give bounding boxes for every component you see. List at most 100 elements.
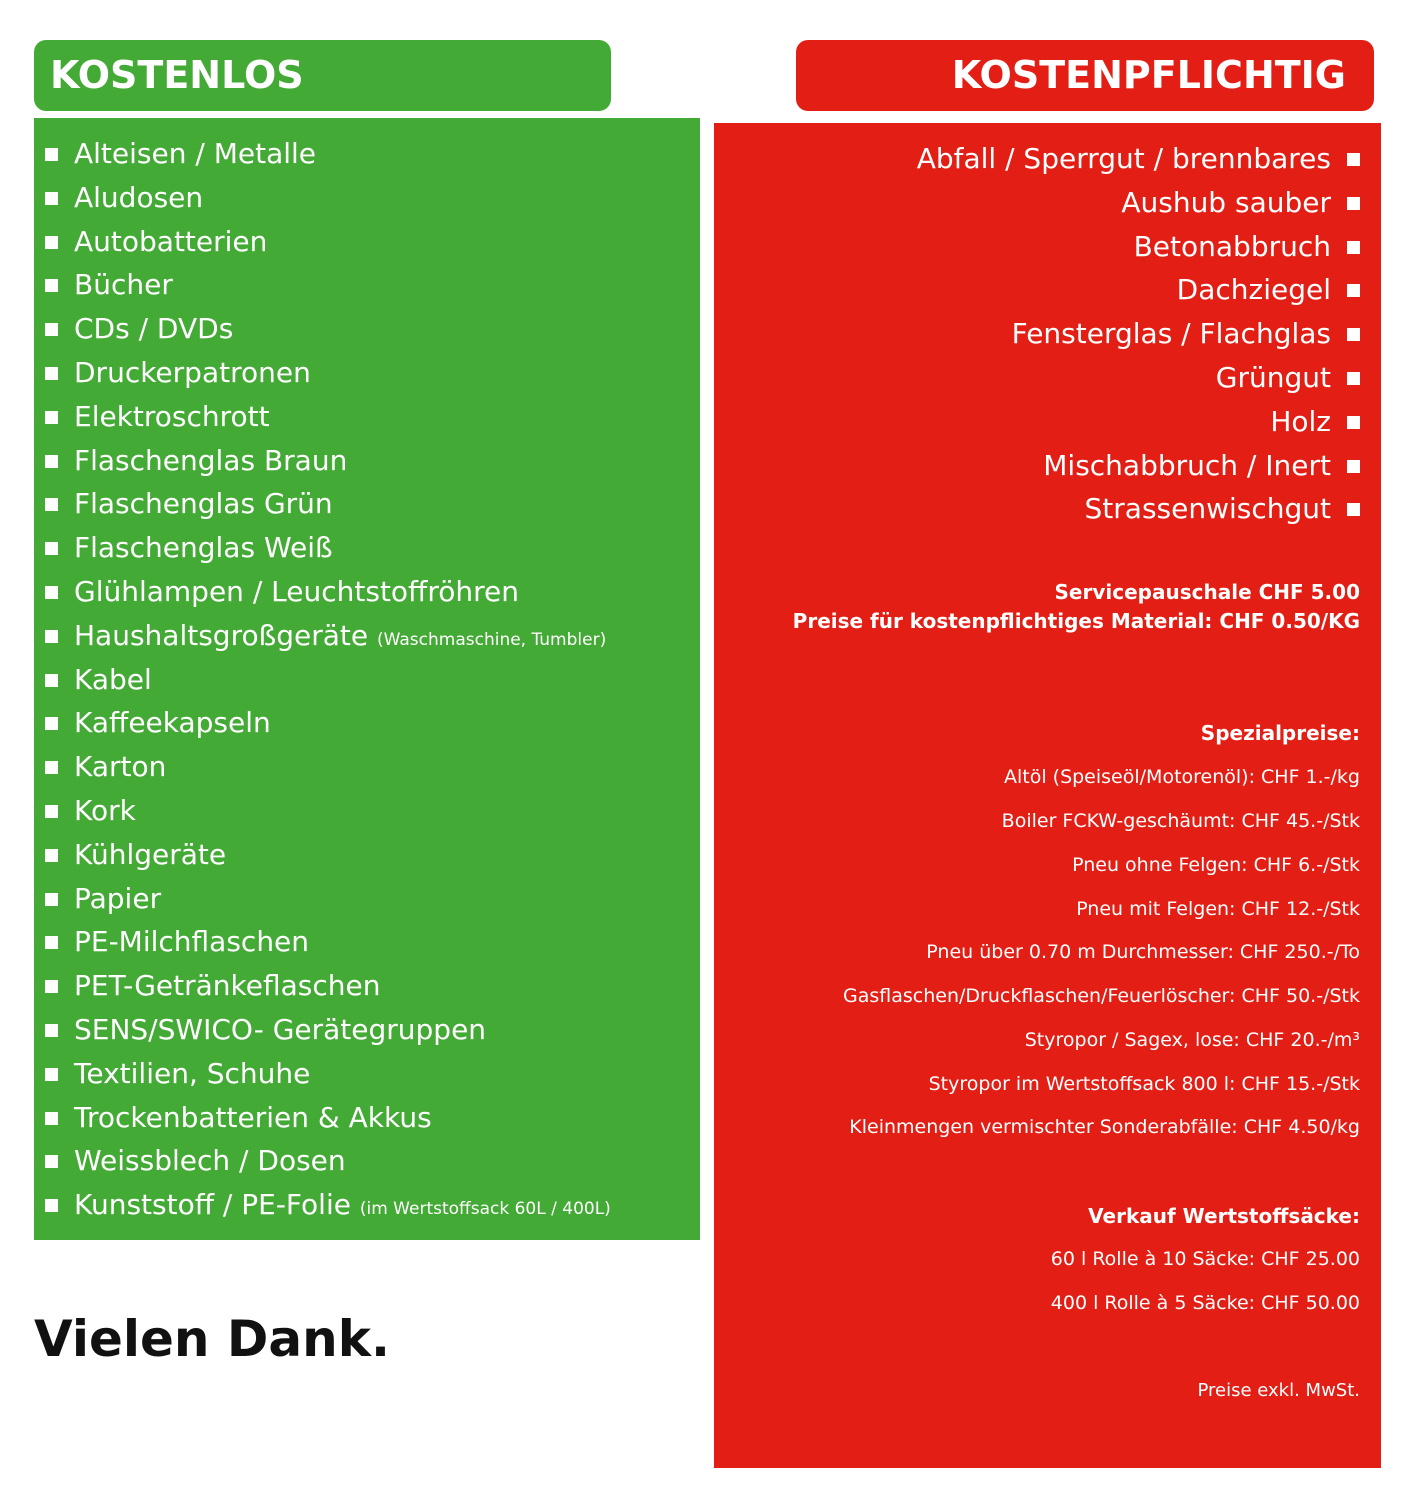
square-bullet-icon (1347, 240, 1360, 254)
square-bullet-icon (45, 454, 58, 468)
item-label: SENS/SWICO- Gerätegruppen (74, 1012, 487, 1046)
item-label: PET-Getränkeflaschen (74, 969, 381, 1003)
list-item: Autobatterien (34, 220, 700, 264)
square-bullet-icon (45, 542, 58, 556)
paid-list: Abfall / Sperrgut / brennbares Aushub sa… (714, 123, 1381, 531)
item-label: CDs / DVDs (74, 312, 234, 346)
item-label: Aushub sauber (1121, 185, 1331, 219)
square-bullet-icon (45, 1067, 58, 1081)
vat-footnote: Preise exkl. MwSt. (1197, 1380, 1360, 1401)
item-label: Kunststoff / PE-Folie (74, 1188, 351, 1222)
square-bullet-icon (1347, 503, 1360, 517)
list-item: Aushub sauber (714, 181, 1381, 225)
item-label: Dachziegel (1176, 273, 1331, 307)
list-item: PE-Milchflaschen (34, 920, 700, 964)
item-label: Haushaltsgroßgeräte (74, 618, 369, 652)
square-bullet-icon (45, 410, 58, 424)
special-price-item: Pneu über 0.70 m Durchmesser: CHF 250.-/… (926, 941, 1360, 963)
square-bullet-icon (1347, 328, 1360, 342)
item-label: Kabel (74, 662, 152, 696)
special-price-item: Pneu ohne Felgen: CHF 6.-/Stk (1072, 854, 1360, 876)
list-item: Strassenwischgut (714, 487, 1381, 531)
item-label: Kühlgeräte (74, 837, 227, 871)
list-item: Betonabbruch (714, 225, 1381, 269)
special-prices-heading: Spezialpreise: (1200, 721, 1360, 745)
item-label: Abfall / Sperrgut / brennbares (916, 142, 1331, 175)
list-item: Mischabbruch / Inert (714, 444, 1381, 488)
list-item: Weissblech / Dosen (34, 1139, 700, 1183)
square-bullet-icon (45, 717, 58, 731)
square-bullet-icon (1347, 196, 1360, 210)
list-item: Kaffeekapseln (34, 701, 700, 745)
square-bullet-icon (1347, 415, 1360, 429)
square-bullet-icon (45, 980, 58, 994)
item-label: Weissblech / Dosen (74, 1144, 346, 1178)
item-label: Trockenbatterien & Akkus (74, 1100, 432, 1134)
paid-header: KOSTENPFLICHTIG (796, 40, 1374, 111)
square-bullet-icon (1347, 284, 1360, 298)
list-item: Flaschenglas Braun (34, 439, 700, 483)
list-item: Druckerpatronen (34, 351, 700, 395)
item-note: (im Wertstoffsack 60L / 400L) (359, 1199, 611, 1220)
square-bullet-icon (45, 1023, 58, 1037)
item-label: Elektroschrott (74, 399, 270, 433)
list-item: Haushaltsgroßgeräte (Waschmaschine, Tumb… (34, 614, 700, 658)
list-item: Abfall / Sperrgut / brennbares (714, 137, 1381, 181)
square-bullet-icon (45, 148, 58, 161)
special-price-item: Boiler FCKW-geschäumt: CHF 45.-/Stk (1001, 810, 1360, 832)
square-bullet-icon (45, 366, 58, 380)
bags-item: 60 l Rolle à 10 Säcke: CHF 25.00 (1050, 1248, 1360, 1270)
free-list: Alteisen / Metalle Aludosen Autobatterie… (34, 118, 700, 1227)
square-bullet-icon (45, 1155, 58, 1169)
list-item: Dachziegel (714, 268, 1381, 312)
item-label: PE-Milchflaschen (74, 925, 310, 959)
item-label: Glühlampen / Leuchtstoffröhren (74, 574, 519, 608)
square-bullet-icon (45, 1199, 58, 1213)
square-bullet-icon (45, 191, 58, 205)
list-item: CDs / DVDs (34, 307, 700, 351)
special-price-item: Styropor / Sagex, lose: CHF 20.-/m³ (1024, 1029, 1360, 1051)
item-label: Grüngut (1215, 360, 1331, 394)
item-label: Kork (74, 793, 136, 827)
square-bullet-icon (45, 1111, 58, 1125)
special-price-item: Pneu mit Felgen: CHF 12.-/Stk (1076, 898, 1360, 920)
item-label: Autobatterien (74, 224, 268, 258)
item-label: Textilien, Schuhe (74, 1056, 311, 1090)
list-item: Kühlgeräte (34, 833, 700, 877)
list-item: Flaschenglas Weiß (34, 526, 700, 570)
special-price-item: Kleinmengen vermischter Sonderabfälle: C… (849, 1116, 1360, 1138)
list-item: Trockenbatterien & Akkus (34, 1096, 700, 1140)
bags-heading: Verkauf Wertstoffsäcke: (1088, 1204, 1360, 1228)
item-label: Alteisen / Metalle (74, 137, 317, 170)
free-panel: Alteisen / Metalle Aludosen Autobatterie… (34, 118, 700, 1240)
list-item: Glühlampen / Leuchtstoffröhren (34, 570, 700, 614)
item-label: Karton (74, 750, 167, 784)
special-price-item: Altöl (Speiseöl/Motorenöl): CHF 1.-/kg (1003, 766, 1360, 788)
square-bullet-icon (1347, 371, 1360, 385)
list-item: PET-Getränkeflaschen (34, 964, 700, 1008)
list-item: Aludosen (34, 176, 700, 220)
square-bullet-icon (45, 279, 58, 293)
list-item: Karton (34, 745, 700, 789)
free-header: KOSTENLOS (34, 40, 611, 111)
item-label: Betonabbruch (1133, 229, 1331, 263)
paid-panel: Abfall / Sperrgut / brennbares Aushub sa… (714, 123, 1381, 1468)
square-bullet-icon (1347, 459, 1360, 473)
item-label: Strassenwischgut (1084, 492, 1331, 526)
list-item: Alteisen / Metalle (34, 132, 700, 176)
list-item: SENS/SWICO- Gerätegruppen (34, 1008, 700, 1052)
list-item: Fensterglas / Flachglas (714, 312, 1381, 356)
material-price: Preise für kostenpflichtiges Material: C… (792, 609, 1360, 633)
item-label: Druckerpatronen (74, 355, 311, 389)
item-label: Kaffeekapseln (74, 706, 271, 740)
item-label: Flaschenglas Grün (74, 487, 333, 521)
square-bullet-icon (45, 235, 58, 249)
list-item: Holz (714, 400, 1381, 444)
list-item: Grüngut (714, 356, 1381, 400)
square-bullet-icon (45, 761, 58, 775)
item-label: Flaschenglas Braun (74, 443, 348, 477)
list-item: Kabel (34, 658, 700, 702)
item-note: (Waschmaschine, Tumbler) (377, 629, 607, 650)
item-label: Bücher (74, 268, 173, 302)
square-bullet-icon (1347, 153, 1360, 166)
